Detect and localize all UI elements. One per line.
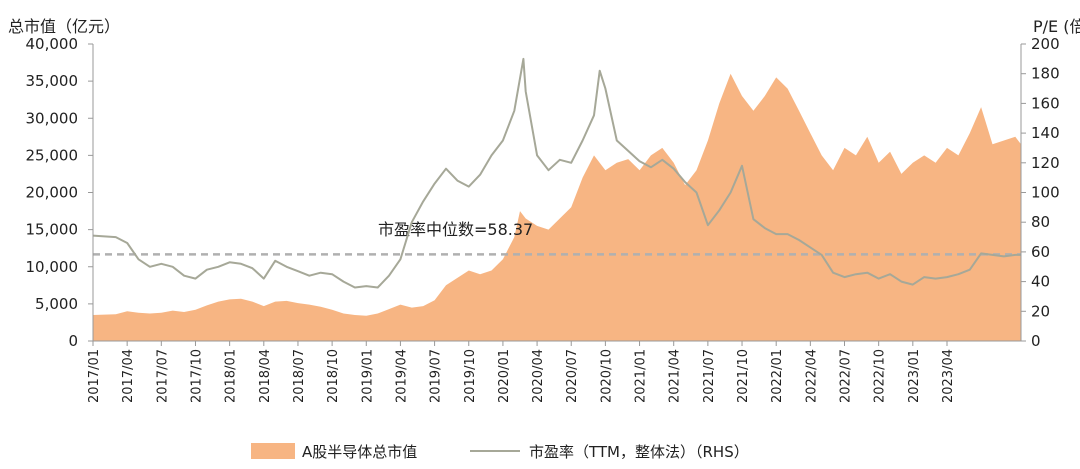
x-tick-label: 2018/10 [326, 349, 341, 403]
left-tick-label: 35,000 [26, 72, 79, 90]
x-tick-label: 2020/04 [531, 349, 546, 403]
right-tick-label: 120 [1031, 154, 1060, 172]
pe-line-layer [92, 57, 1021, 289]
x-tick-label: 2018/04 [258, 349, 273, 403]
x-tick-label: 2017/10 [190, 349, 205, 403]
x-tick-label: 2022/10 [873, 349, 888, 403]
pe-ratio-line [92, 57, 1021, 289]
right-tick-label: 140 [1031, 124, 1060, 142]
right-tick-label: 0 [1031, 332, 1041, 350]
legend: A股半导体总市值 市盈率（TTM，整体法）（RHS） [251, 443, 749, 461]
x-tick-label: 2017/01 [87, 349, 102, 403]
right-axis-ticks: 0 20 40 60 80 100 120 140 160 180 200 [1021, 35, 1060, 350]
legend-area-label: A股半导体总市值 [302, 443, 417, 461]
right-tick-label: 160 [1031, 94, 1060, 112]
right-tick-label: 200 [1031, 35, 1060, 53]
pe-median-label: 市盈率中位数=58.37 [378, 220, 533, 239]
legend-line-label: 市盈率（TTM，整体法）（RHS） [529, 443, 749, 461]
x-tick-label: 2021/10 [736, 349, 751, 403]
left-tick-label: 40,000 [26, 35, 79, 53]
left-tick-label: 0 [68, 332, 78, 350]
x-tick-label: 2017/04 [121, 349, 136, 403]
left-axis-ticks: 0 5,000 10,000 15,000 20,000 25,000 30,000 35,0… [26, 35, 93, 350]
x-tick-label: 2021/01 [634, 349, 649, 403]
x-tick-label: 2023/04 [941, 349, 956, 403]
x-tick-label: 2020/07 [565, 349, 580, 403]
x-tick-label: 2018/01 [224, 349, 239, 403]
left-tick-label: 5,000 [35, 295, 78, 313]
x-tick-label: 2017/07 [155, 349, 170, 403]
right-tick-label: 40 [1031, 273, 1050, 291]
x-tick-label: 2021/07 [702, 349, 717, 403]
right-axis-title: P/E (倍) [1033, 17, 1080, 36]
x-tick-label: 2020/01 [497, 349, 512, 403]
median-layer: 市盈率中位数=58.37 [93, 220, 1021, 256]
left-tick-label: 10,000 [26, 258, 79, 276]
right-tick-label: 100 [1031, 184, 1060, 202]
market-cap-area [93, 73, 1021, 341]
x-tick-label: 2019/01 [360, 349, 375, 403]
x-tick-label: 2023/01 [907, 349, 922, 403]
left-tick-label: 20,000 [26, 184, 79, 202]
x-tick-label: 2019/10 [463, 349, 478, 403]
x-tick-label: 2022/07 [839, 349, 854, 403]
right-tick-label: 80 [1031, 213, 1050, 231]
left-tick-label: 15,000 [26, 221, 79, 239]
x-tick-label: 2019/07 [429, 349, 444, 403]
x-tick-label: 2022/04 [804, 349, 819, 403]
x-tick-label: 2019/04 [394, 349, 409, 403]
x-tick-label: 2020/10 [599, 349, 614, 403]
left-tick-label: 30,000 [26, 109, 79, 127]
left-axis-title: 总市值（亿元） [8, 17, 120, 36]
x-tick-label: 2018/07 [292, 349, 307, 403]
market-cap-area-layer [93, 73, 1021, 341]
right-tick-label: 60 [1031, 243, 1050, 261]
right-tick-label: 20 [1031, 302, 1050, 320]
x-tick-label: 2021/04 [668, 349, 683, 403]
x-axis-ticks: 2017/01 2017/04 2017/07 2017/10 2018/01 2018/… [87, 341, 956, 403]
left-tick-label: 25,000 [26, 146, 79, 164]
right-tick-label: 180 [1031, 65, 1060, 83]
legend-area-swatch [251, 443, 295, 459]
x-tick-label: 2022/01 [770, 349, 785, 403]
